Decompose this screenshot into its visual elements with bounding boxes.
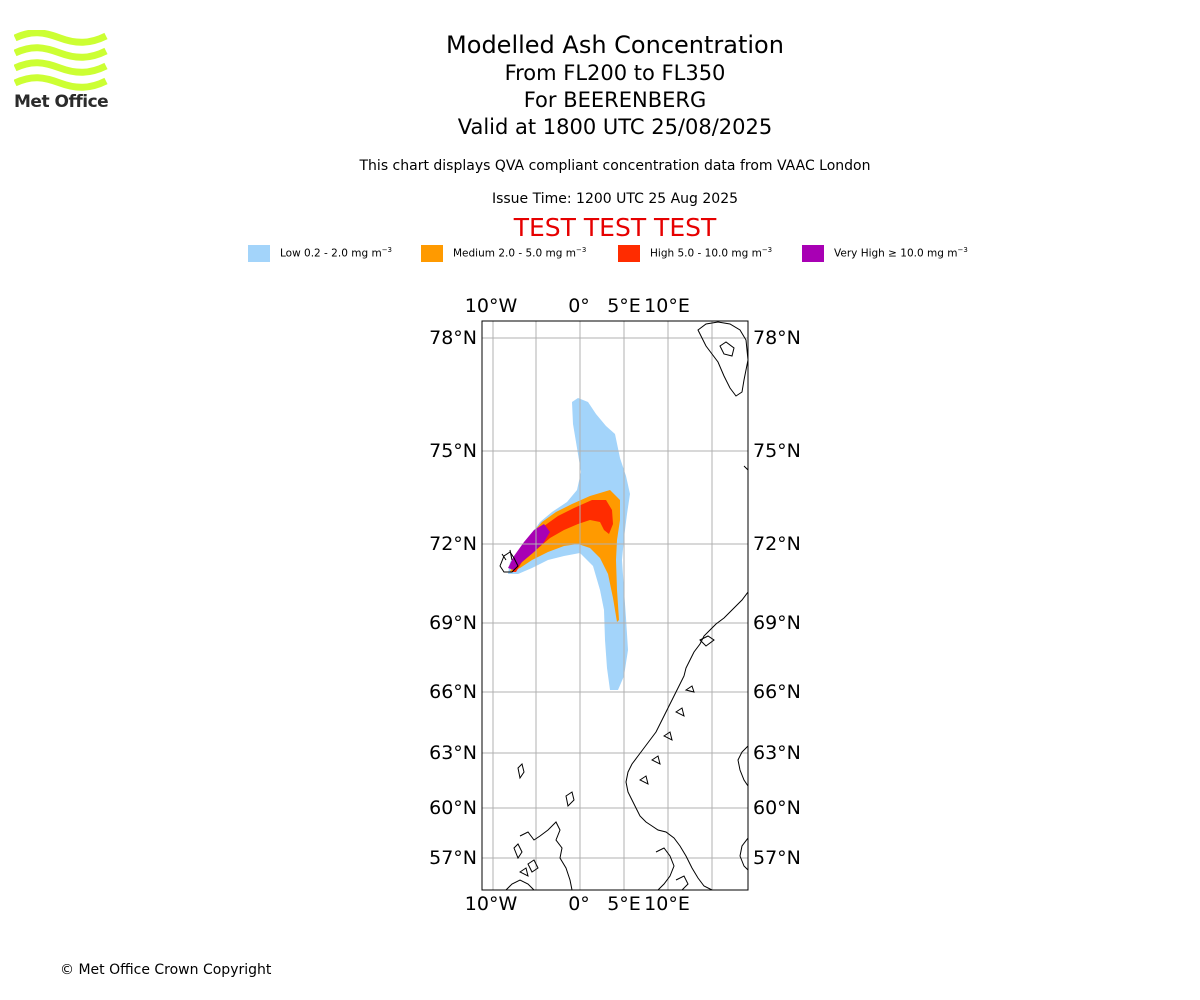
legend-swatch-medium: [421, 245, 443, 262]
lat-label: 60°N: [429, 797, 477, 819]
valid-time: Valid at 1800 UTC 25/08/2025: [457, 115, 773, 139]
lon-label-10w: 10°W: [465, 893, 518, 915]
lon-label-10w: 10°W: [465, 295, 518, 317]
lat-label: 72°N: [429, 533, 477, 555]
ash-very-high-region: [508, 524, 550, 570]
lon-label-0: 0°: [568, 295, 590, 317]
copyright-notice: © Met Office Crown Copyright: [60, 962, 272, 978]
issue-time: Issue Time: 1200 UTC 25 Aug 2025: [491, 191, 739, 207]
longitude-labels-top: 10°W 0° 5°E 10°E: [465, 295, 690, 317]
map-frame: [481, 320, 749, 891]
lat-label: 57°N: [753, 847, 801, 869]
legend-swatch-very-high: [802, 245, 824, 262]
legend-exponent: −3: [575, 246, 587, 254]
legend-label-very-high: Very High ≥ 10.0 mg m: [834, 247, 958, 260]
latitude-labels-left: 78°N 75°N 72°N 69°N 66°N 63°N 60°N 57°N: [429, 327, 477, 869]
concentration-legend: Low 0.2 - 2.0 mg m−3 Medium 2.0 - 5.0 mg…: [0, 244, 1200, 264]
ash-medium-region: [510, 490, 620, 622]
met-office-logo: [14, 30, 108, 91]
legend-swatch-high: [618, 245, 640, 262]
lat-label: 63°N: [429, 742, 477, 764]
legend-exponent: −3: [381, 246, 393, 254]
lat-label: 75°N: [753, 440, 801, 462]
chart-description: This chart displays QVA compliant concen…: [359, 158, 871, 174]
lon-label-10e: 10°E: [644, 295, 690, 317]
legend-exponent: −3: [957, 246, 968, 254]
legend-label-low: Low 0.2 - 2.0 mg m: [280, 247, 382, 260]
map-area: [482, 321, 748, 890]
longitude-labels-bottom: 10°W 0° 5°E 10°E: [465, 893, 690, 915]
chart-title-block: Modelled Ash Concentration From FL200 to…: [300, 30, 930, 141]
lat-label: 66°N: [429, 681, 477, 703]
legend-swatch-low: [248, 245, 270, 262]
lat-label: 69°N: [429, 612, 477, 634]
test-banner: TEST TEST TEST: [513, 213, 717, 242]
lon-label-10e: 10°E: [644, 893, 690, 915]
lon-label-5e: 5°E: [607, 893, 641, 915]
latitude-labels-right: 78°N 75°N 72°N 69°N 66°N 63°N 60°N 57°N: [753, 327, 801, 869]
lat-label: 60°N: [753, 797, 801, 819]
lat-label: 72°N: [753, 533, 801, 555]
volcano-name: For BEERENBERG: [523, 88, 707, 112]
lon-label-0: 0°: [568, 893, 590, 915]
lat-label: 63°N: [753, 742, 801, 764]
legend-exponent: −3: [761, 246, 773, 254]
legend-label-high: High 5.0 - 10.0 mg m: [650, 247, 762, 260]
lat-label: 78°N: [753, 327, 801, 349]
legend-label-medium: Medium 2.0 - 5.0 mg m: [453, 247, 576, 260]
lat-label: 78°N: [429, 327, 477, 349]
lat-label: 66°N: [753, 681, 801, 703]
lon-label-5e: 5°E: [607, 295, 641, 317]
ash-high-region: [512, 500, 613, 572]
lat-label: 57°N: [429, 847, 477, 869]
chart-title: Modelled Ash Concentration: [446, 31, 784, 59]
lat-label: 69°N: [753, 612, 801, 634]
met-office-wordmark: Met Office: [14, 92, 109, 112]
coastlines: [499, 321, 748, 890]
graticule: [482, 321, 748, 890]
lat-label: 75°N: [429, 440, 477, 462]
flight-level-range: From FL200 to FL350: [504, 61, 726, 85]
